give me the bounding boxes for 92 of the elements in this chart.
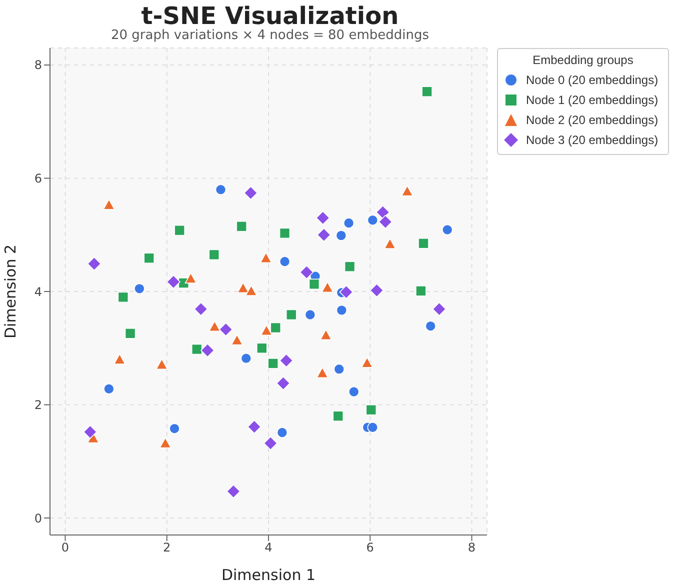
point <box>270 322 282 334</box>
point <box>366 404 377 416</box>
point <box>279 228 290 239</box>
point <box>348 386 360 398</box>
point <box>215 184 226 195</box>
point <box>260 324 272 336</box>
point <box>166 274 180 289</box>
point <box>200 343 214 358</box>
point <box>286 309 297 320</box>
point <box>218 322 233 336</box>
point <box>322 282 334 292</box>
point <box>156 358 168 370</box>
point <box>316 210 330 225</box>
x-tick-label: 8 <box>468 540 476 555</box>
point <box>336 230 347 241</box>
point <box>208 320 221 332</box>
y-tick-label: 8 <box>34 58 42 72</box>
point <box>208 249 220 260</box>
point <box>194 302 208 316</box>
point <box>118 292 129 303</box>
x-tick-label: 4 <box>264 540 272 555</box>
point <box>316 228 331 242</box>
point <box>264 436 278 450</box>
point <box>367 214 378 226</box>
y-tick-label: 4 <box>34 284 42 299</box>
point <box>268 358 278 369</box>
point <box>361 357 373 368</box>
y-tick-label: 2 <box>34 398 42 412</box>
point <box>276 427 288 438</box>
point <box>279 256 290 267</box>
point <box>114 354 126 364</box>
point <box>240 352 252 364</box>
y-tick-label: 0 <box>34 511 42 526</box>
point <box>256 342 268 354</box>
point <box>124 328 136 339</box>
y-axis-title: Dimension 2 <box>1 244 20 339</box>
point <box>226 484 240 498</box>
legend-title: Embedding groups <box>532 53 634 67</box>
point <box>134 283 145 294</box>
point <box>422 86 432 98</box>
chart-title: t-SNE Visualization <box>141 2 399 30</box>
x-axis-title: Dimension 1 <box>221 566 316 584</box>
point <box>236 220 247 232</box>
point <box>339 285 354 299</box>
point <box>104 384 114 394</box>
point <box>384 238 396 249</box>
point <box>334 364 345 374</box>
chart-subtitle: 20 graph variations × 4 nodes = 80 embeddings <box>110 28 430 43</box>
point <box>159 437 172 448</box>
point <box>316 367 328 378</box>
point <box>343 218 354 228</box>
point <box>336 304 348 316</box>
point <box>191 344 202 355</box>
y-tick-label: 6 <box>34 172 42 186</box>
legend-label: Node 1 (20 embeddings) <box>526 93 658 107</box>
point <box>376 205 390 220</box>
point <box>367 422 378 433</box>
point <box>378 214 392 229</box>
point <box>432 302 446 316</box>
point <box>231 334 243 346</box>
point <box>370 283 384 298</box>
point <box>103 199 115 210</box>
legend-label: Node 2 (20 embeddings) <box>526 113 658 127</box>
x-tick-label: 6 <box>366 540 374 555</box>
legend-label: Node 0 (20 embeddings) <box>526 73 658 87</box>
point <box>416 286 426 296</box>
point <box>332 410 344 422</box>
point <box>401 185 414 196</box>
point <box>247 420 262 434</box>
point <box>169 423 180 434</box>
point <box>260 252 272 264</box>
point <box>174 224 185 236</box>
point <box>184 272 197 284</box>
x-tick-label: 2 <box>163 540 171 555</box>
point <box>279 354 294 368</box>
point <box>442 224 453 236</box>
legend-label: Node 3 (20 embeddings) <box>526 133 658 147</box>
x-tick-label: 0 <box>61 540 70 555</box>
point <box>237 282 249 294</box>
point <box>425 320 436 332</box>
point <box>87 256 102 271</box>
point <box>308 278 320 290</box>
point <box>418 238 429 249</box>
point <box>244 186 258 200</box>
point <box>320 329 332 340</box>
point <box>300 265 314 280</box>
point <box>144 252 154 264</box>
point <box>83 425 98 439</box>
point <box>344 261 356 272</box>
point <box>245 285 258 296</box>
point <box>276 376 290 390</box>
point <box>304 309 316 320</box>
